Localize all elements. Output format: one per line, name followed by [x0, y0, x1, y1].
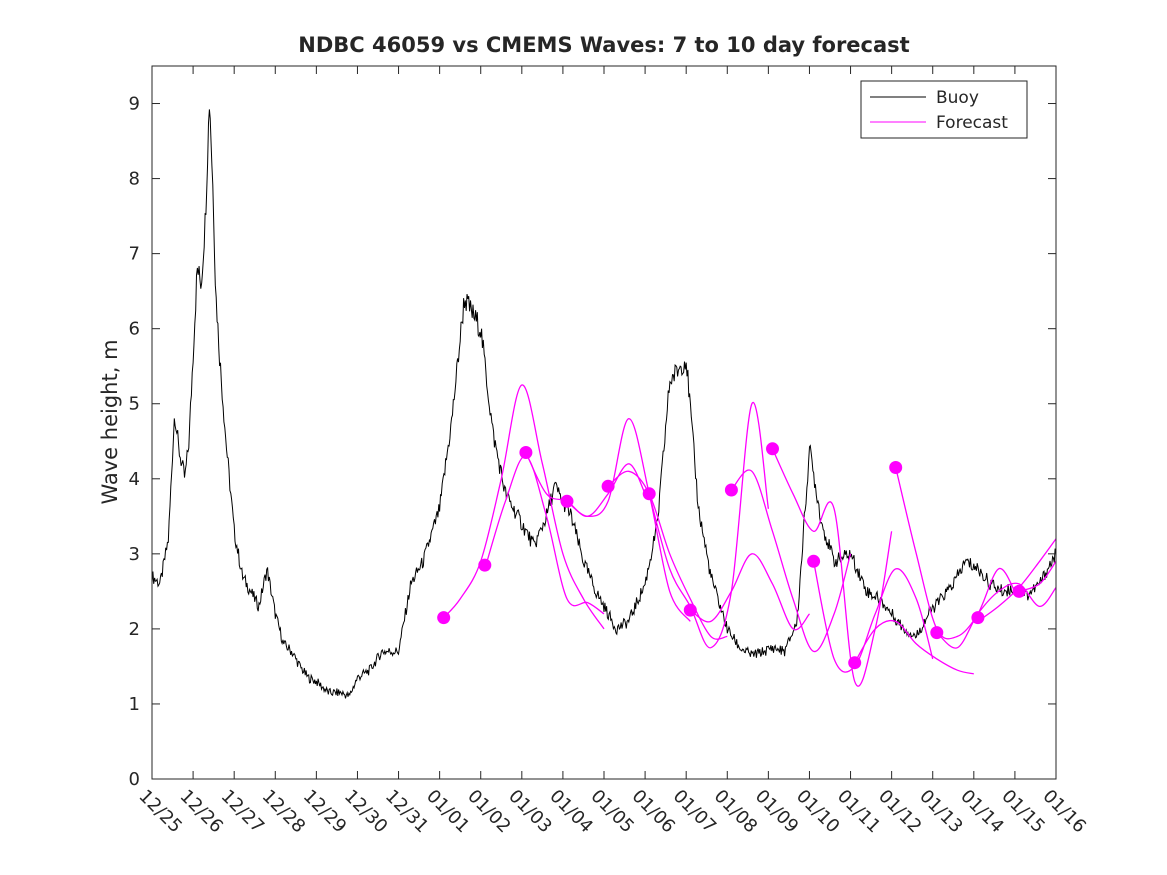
- forecast-marker-9: [807, 554, 821, 568]
- x-tick-label: 12/28: [258, 786, 310, 838]
- x-tick-label: 12/25: [134, 786, 186, 838]
- forecast-marker-3: [560, 494, 574, 508]
- plot-area: [152, 66, 1056, 779]
- y-tick-label: 0: [129, 769, 140, 790]
- x-tick-label: 12/30: [340, 786, 392, 838]
- forecast-marker-8: [766, 442, 779, 456]
- x-tick-label: 01/13: [915, 786, 967, 838]
- legend: Buoy Forecast: [860, 80, 1028, 139]
- y-tick-label: 2: [129, 619, 140, 640]
- forecast-marker-4: [601, 479, 615, 493]
- chart-title: NDBC 46059 vs CMEMS Waves: 7 to 10 day f…: [298, 33, 909, 57]
- forecast-series-group: [443, 384, 1057, 687]
- y-axis: 0 1 2 3 4 5 6 7 8 9: [129, 94, 1056, 790]
- x-tick-label: 12/26: [176, 786, 228, 838]
- forecast-marker-0: [437, 611, 451, 625]
- y-tick-label: 5: [129, 394, 140, 415]
- x-tick-label: 01/14: [956, 786, 1008, 838]
- forecast-marker-6: [683, 603, 697, 617]
- x-tick-label: 01/12: [874, 786, 926, 838]
- forecast-marker-7: [724, 483, 738, 497]
- y-tick-label: 8: [129, 169, 140, 190]
- forecast-marker-5: [642, 487, 656, 501]
- y-tick-label: 4: [129, 469, 140, 490]
- forecast-marker-10: [848, 656, 862, 670]
- x-tick-label: 01/02: [463, 786, 515, 838]
- buoy-line: [151, 109, 1057, 699]
- forecast-marker-11: [889, 461, 903, 474]
- y-tick-label: 6: [129, 319, 140, 340]
- forecast-markers: [437, 442, 1026, 670]
- x-tick-label: 01/11: [833, 786, 885, 838]
- forecast-line-12: [936, 582, 1057, 649]
- x-tick-label: 01/10: [792, 786, 844, 838]
- x-tick-label: 12/29: [299, 786, 351, 838]
- x-tick-label: 01/07: [669, 786, 721, 838]
- forecast-line-1: [484, 455, 605, 615]
- forecast-line-9: [812, 561, 934, 673]
- forecast-marker-12: [930, 626, 944, 640]
- forecast-marker-13: [971, 611, 985, 625]
- x-tick-label: 12/27: [217, 786, 269, 838]
- y-tick-label: 7: [129, 244, 140, 265]
- forecast-line-0: [443, 384, 605, 630]
- forecast-line-3: [566, 418, 691, 622]
- y-tick-label: 9: [129, 94, 140, 115]
- legend-buoy-label: Buoy: [936, 88, 979, 108]
- x-tick-label: 01/06: [628, 786, 680, 838]
- x-tick-label: 01/08: [710, 786, 762, 838]
- y-tick-label: 1: [129, 694, 140, 715]
- y-tick-label: 3: [129, 544, 140, 565]
- forecast-marker-1: [478, 558, 492, 572]
- forecast-marker-2: [519, 446, 533, 459]
- x-tick-label: 01/01: [422, 786, 474, 838]
- legend-box: [860, 80, 1028, 139]
- buoy-series: [151, 109, 1057, 699]
- x-tick-label: 01/05: [586, 786, 638, 838]
- x-tick-label: 01/15: [997, 786, 1049, 838]
- forecast-marker-14: [1012, 584, 1026, 598]
- x-tick-label: 01/03: [504, 786, 556, 838]
- forecast-line-11: [895, 467, 1016, 640]
- forecast-line-10: [854, 619, 974, 675]
- x-tick-label: 01/16: [1038, 786, 1090, 838]
- forecast-line-6: [689, 553, 810, 631]
- x-tick-label: 01/09: [751, 786, 803, 838]
- legend-forecast-label: Forecast: [936, 113, 1008, 133]
- x-tick-label: 12/31: [381, 786, 433, 838]
- y-axis-label: Wave height, m: [98, 339, 122, 504]
- forecast-line-5: [648, 401, 770, 649]
- forecast-line-7: [730, 469, 852, 653]
- x-tick-label: 01/04: [545, 786, 597, 838]
- forecast-line-4: [607, 470, 728, 640]
